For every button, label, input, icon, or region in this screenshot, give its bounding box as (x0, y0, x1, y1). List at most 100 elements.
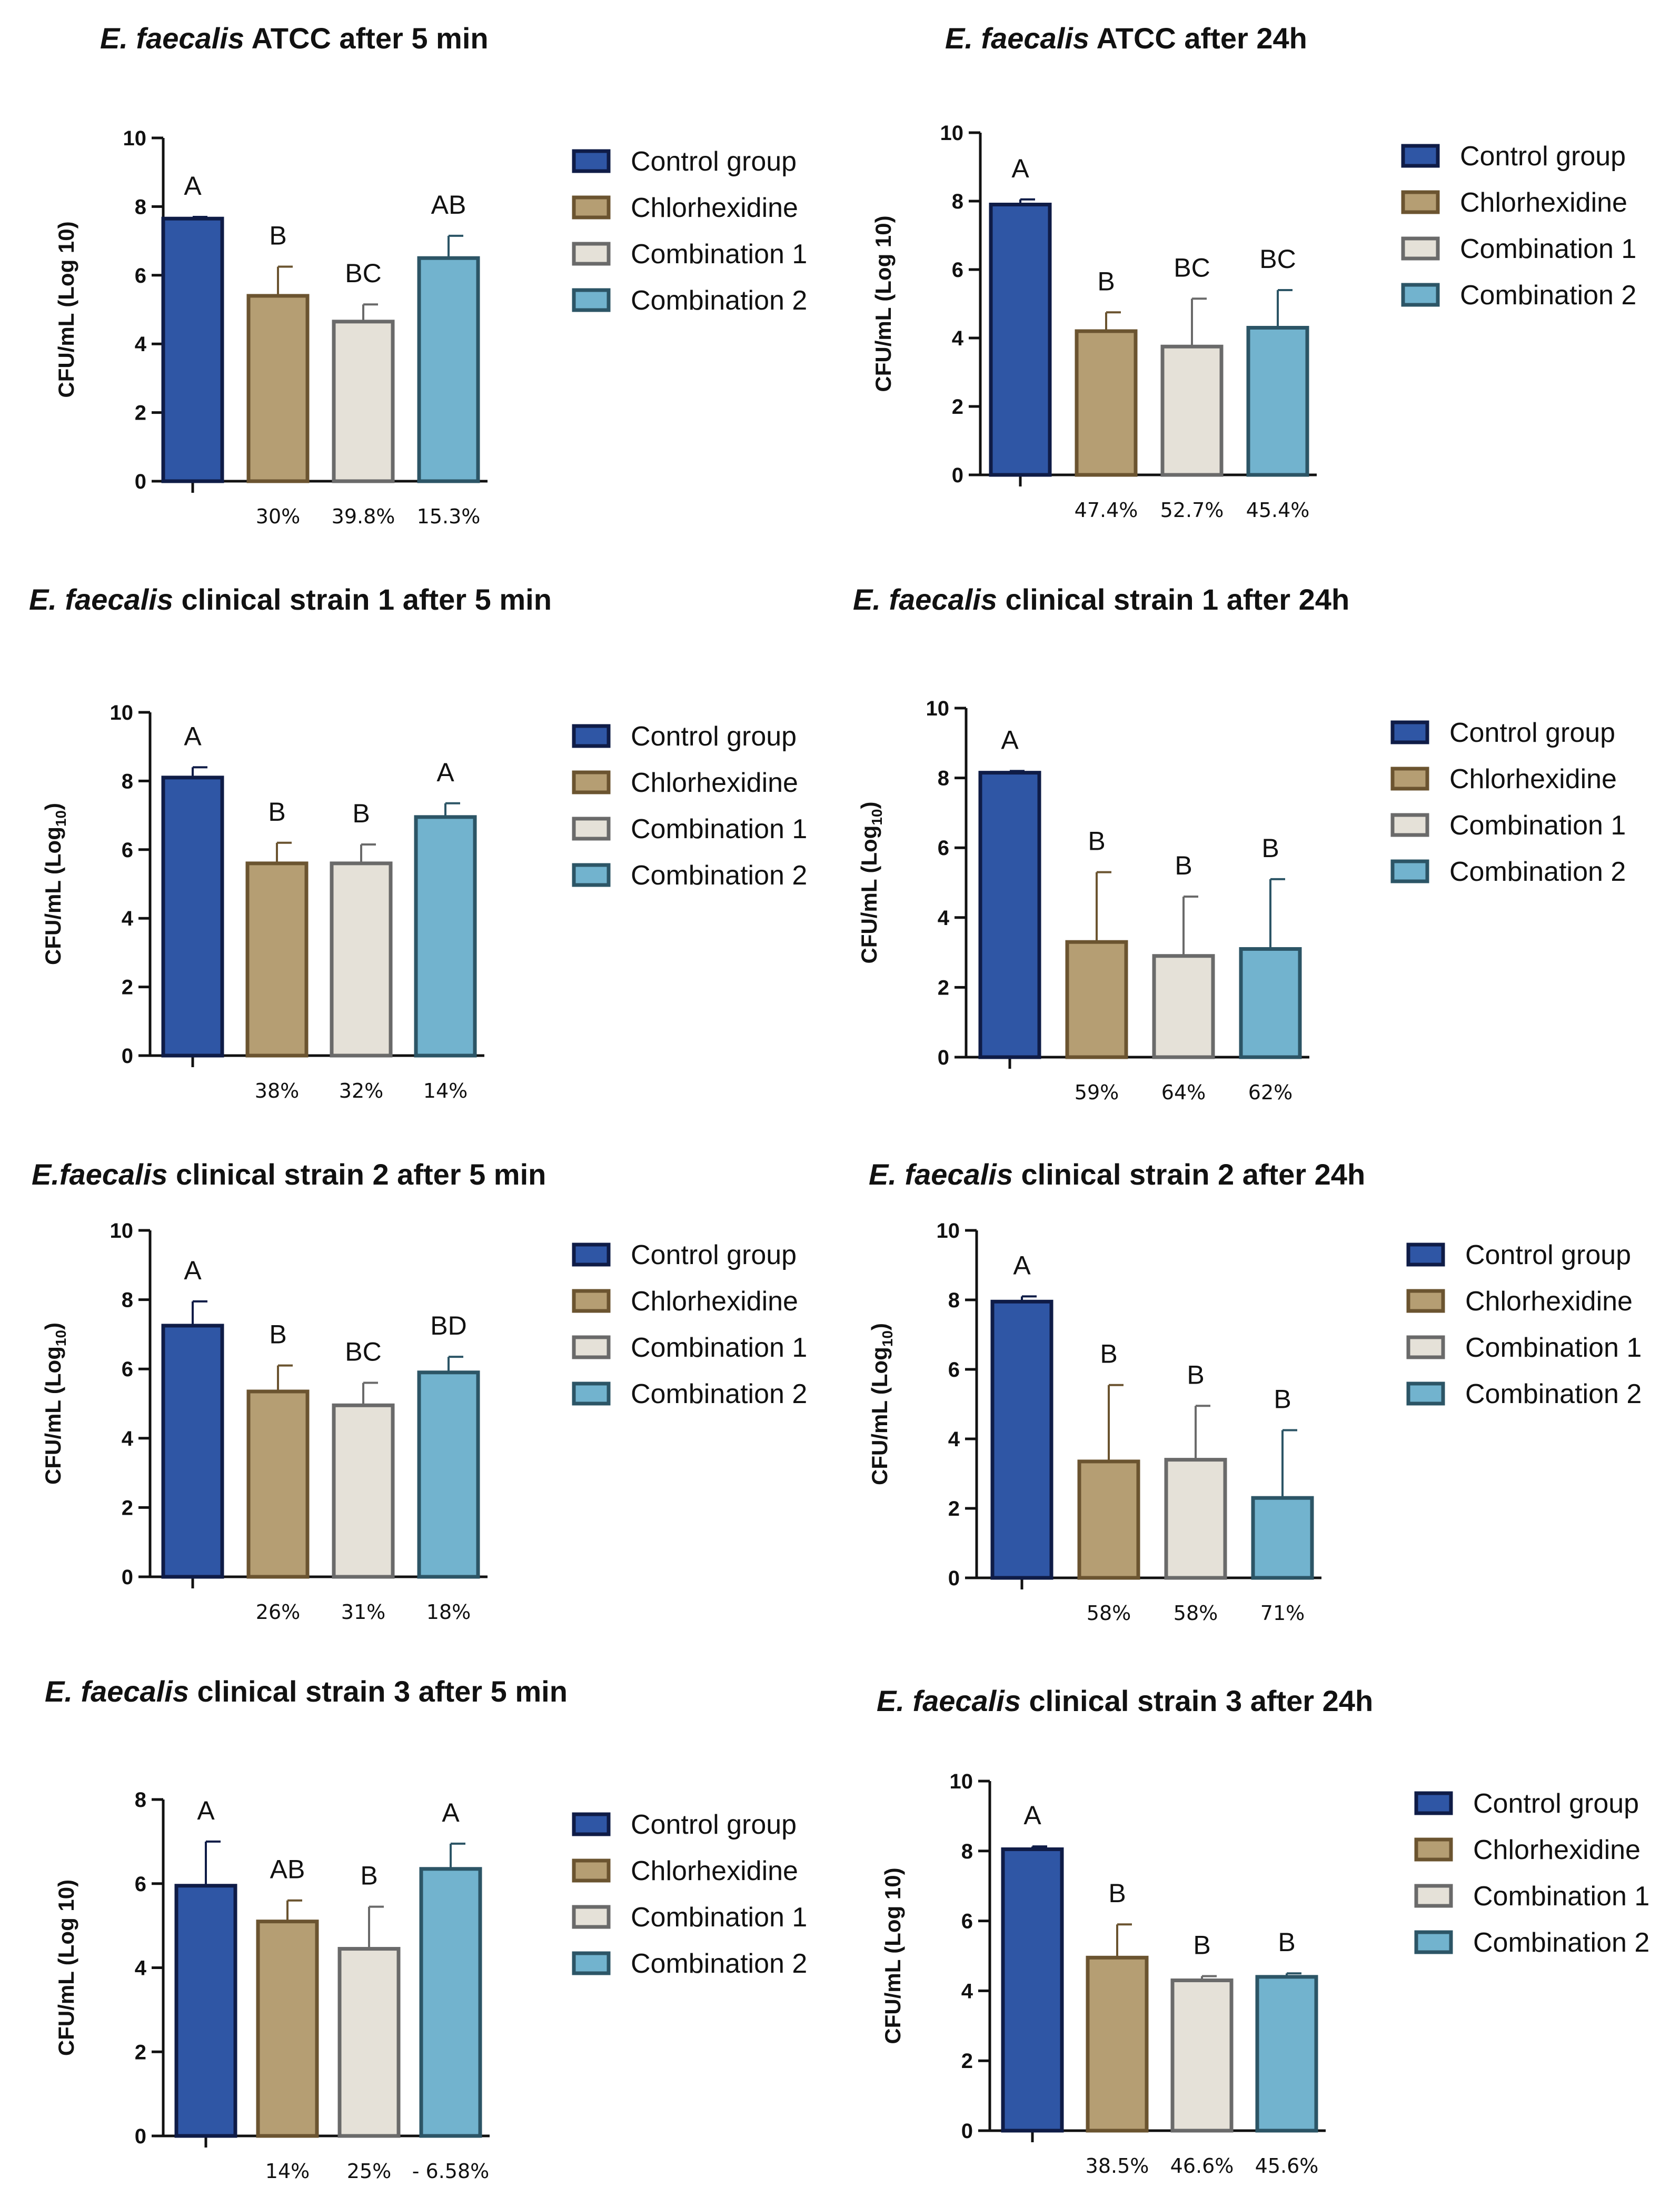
y-tick-label: 2 (122, 1496, 133, 1519)
chart-title: E. faecalis clinical strain 1 after 24h (853, 583, 1349, 616)
legend-swatch (572, 1812, 611, 1836)
y-axis-label-close: ) (41, 1323, 65, 1330)
legend-swatch (572, 149, 611, 173)
significance-letter: B (269, 1320, 286, 1349)
reduction-percent: 58% (1087, 1602, 1131, 1625)
legend-swatch (1414, 1884, 1453, 1908)
significance-letter: A (184, 721, 202, 751)
legend-label: Combination 1 (1460, 234, 1636, 264)
legend-label: Control group (631, 146, 797, 177)
title-species: E.faecalis (32, 1158, 167, 1191)
y-tick-label: 10 (110, 1219, 134, 1242)
bar-control-group (174, 1884, 237, 2138)
significance-letter: A (184, 171, 202, 201)
y-tick-label: 2 (135, 2041, 146, 2064)
legend-label: Chlorhexidine (631, 193, 798, 223)
legend: Control group Chlorhexidine Combination 1 C… (572, 146, 807, 316)
legend-swatch (1406, 1381, 1445, 1406)
y-tick-label: 8 (135, 195, 146, 218)
reduction-percent: 45.6% (1255, 2154, 1319, 2178)
significance-letter: BC (1259, 244, 1296, 274)
bar-chlorhexidine (1086, 1955, 1149, 2133)
chart-panel-7: E. faecalis clinical strain 3 after 5 mi… (45, 1675, 807, 2183)
y-tick-label: 4 (952, 327, 964, 350)
bar-control-group (989, 203, 1052, 477)
legend-swatch (1406, 1335, 1445, 1359)
chart-panel-5: E.faecalis clinical strain 2 after 5 min… (32, 1158, 807, 1624)
significance-letter: B (1100, 1339, 1117, 1369)
y-tick-label: 0 (961, 2120, 973, 2143)
y-axis-label: CFU/mL (Log10) (857, 801, 885, 963)
title-condition: clinical strain 1 after 5 min (173, 583, 552, 616)
legend-label: Combination 2 (631, 285, 807, 316)
chart-panel-1: E. faecalis ATCC after 5 min 0 2 4 6 8 10 CFU/m… (54, 22, 807, 528)
y-tick-label: 4 (135, 333, 147, 356)
legend-label: Chlorhexidine (631, 768, 798, 798)
chart-panel-2: E. faecalis ATCC after 24h 0 2 4 6 8 10 CFU/mL … (871, 22, 1636, 522)
legend-swatch (572, 1905, 611, 1929)
y-axis-label-text: CFU/mL (Log 10) (880, 1867, 905, 2044)
legend-label: Combination 2 (631, 1379, 807, 1409)
y-tick-label: 8 (122, 770, 133, 793)
reduction-percent: 52.7% (1160, 499, 1224, 522)
significance-letter: B (269, 221, 286, 251)
y-tick-label: 0 (135, 470, 146, 493)
y-tick-label: 0 (122, 1045, 133, 1068)
chart-title: E.faecalis clinical strain 2 after 5 min (32, 1158, 546, 1191)
y-axis-label: CFU/mL (Log10) (41, 803, 69, 965)
y-axis-label-subscript: 10 (879, 1330, 896, 1347)
chart-title: E. faecalis clinical strain 1 after 5 mi… (29, 583, 552, 616)
legend-swatch (572, 1242, 611, 1267)
significance-letter: A (1013, 1250, 1031, 1280)
legend-label: Combination 1 (1465, 1333, 1642, 1363)
y-axis-label-text: CFU/mL (Log (41, 827, 65, 965)
y-axis-label: CFU/mL (Log10) (867, 1323, 896, 1485)
y-tick-label: 8 (961, 1840, 973, 1863)
significance-letter: BC (345, 259, 381, 288)
y-tick-label: 0 (948, 1567, 960, 1590)
title-species: E. faecalis (869, 1158, 1013, 1191)
y-axis-label: CFU/mL (Log 10) (54, 1880, 78, 2056)
reduction-percent: 31% (341, 1600, 385, 1624)
legend-label: Control group (1473, 1788, 1639, 1819)
chart-title: E. faecalis ATCC after 24h (945, 22, 1307, 55)
y-tick-label: 10 (926, 697, 950, 720)
legend-swatch (572, 1289, 611, 1313)
legend-swatch (1414, 1930, 1453, 1954)
bar-combination-1 (332, 1403, 395, 1579)
legend-label: Combination 2 (631, 860, 807, 891)
legend-swatch (1390, 720, 1429, 744)
y-tick-label: 2 (952, 395, 963, 419)
reduction-percent: 14% (423, 1079, 468, 1102)
legend-swatch (1406, 1242, 1445, 1267)
y-axis-label-text: CFU/mL (Log (41, 1346, 65, 1485)
y-tick-label: 8 (952, 190, 963, 213)
legend: Control group Chlorhexidine Combination 1 C… (1401, 141, 1636, 311)
legend-label: Chlorhexidine (1465, 1286, 1633, 1317)
bar-combination-1 (330, 861, 393, 1058)
legend-label: Control group (1465, 1240, 1631, 1270)
significance-letter: B (1274, 1385, 1291, 1414)
legend: Control group Chlorhexidine Combination 1 C… (572, 1240, 807, 1409)
significance-letter: A (436, 758, 454, 787)
y-tick-label: 6 (135, 264, 146, 287)
y-tick-label: 6 (961, 1910, 973, 1933)
legend-label: Control group (631, 721, 797, 752)
legend: Control group Chlorhexidine Combination 1 C… (1390, 718, 1626, 887)
legend-swatch (572, 1858, 611, 1883)
legend-label: Control group (631, 1810, 797, 1840)
reduction-percent: 39.8% (332, 505, 395, 528)
y-tick-label: 4 (948, 1428, 960, 1451)
bar-combination-1 (1170, 1978, 1234, 2133)
reduction-percent: 59% (1075, 1081, 1119, 1104)
legend-swatch (572, 770, 611, 794)
bar-combination-2 (1239, 947, 1302, 1059)
significance-letter: BC (1174, 253, 1210, 282)
title-species: E. faecalis (100, 22, 244, 55)
title-species: E. faecalis (945, 22, 1089, 55)
y-axis-label-close: ) (857, 801, 881, 809)
legend-swatch (572, 817, 611, 841)
bar-chlorhexidine (1065, 940, 1128, 1059)
title-condition: clinical strain 3 after 24h (1021, 1684, 1373, 1717)
